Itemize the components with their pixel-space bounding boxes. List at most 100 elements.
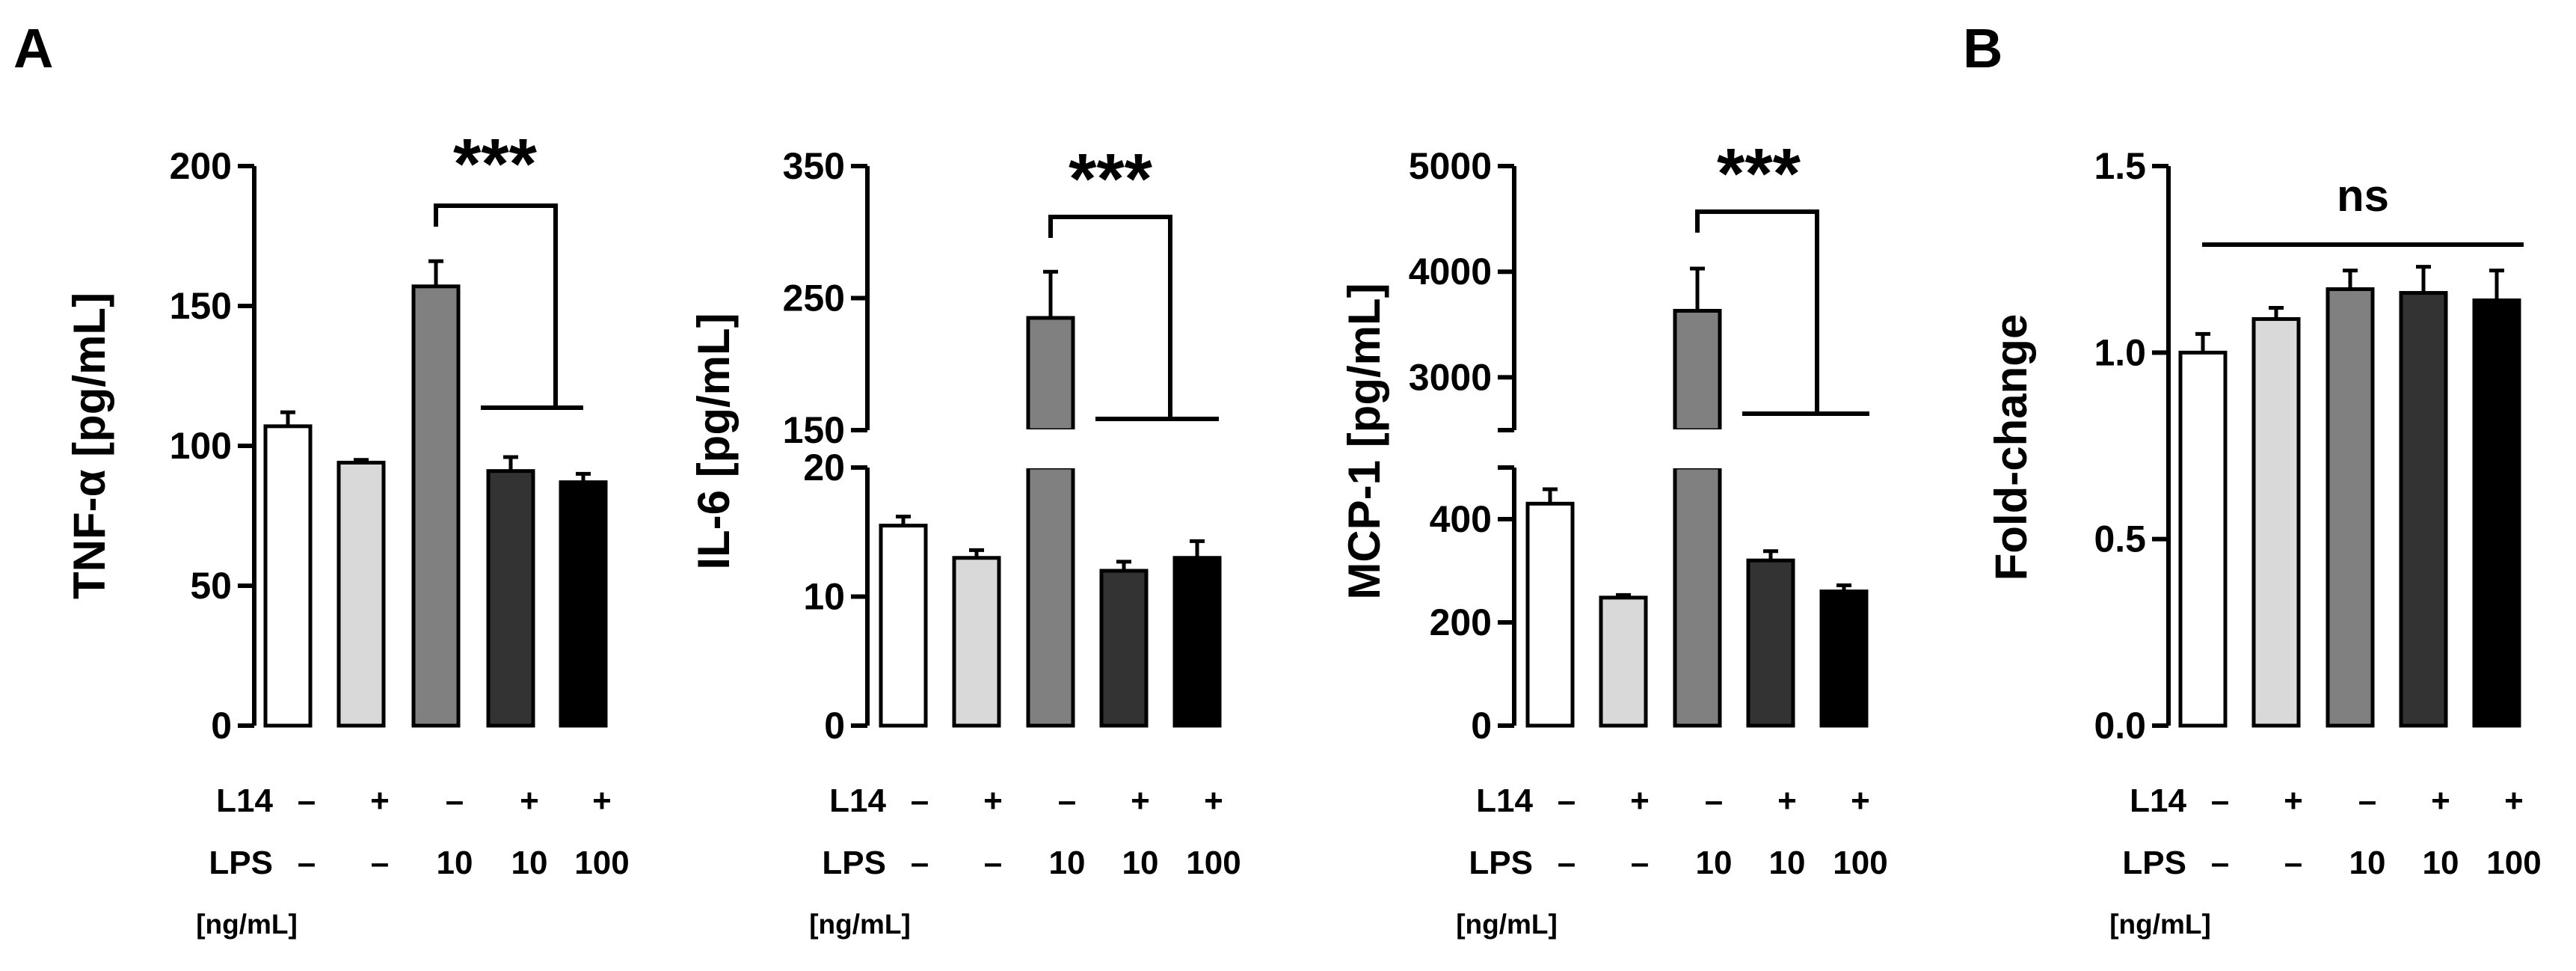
significance-bracket — [434, 203, 583, 410]
l14-value-2: + — [983, 782, 1003, 819]
y-tick-200-label: 200 — [1430, 601, 1492, 643]
bar-5 — [1172, 556, 1222, 728]
lps-value-1: – — [1558, 845, 1576, 881]
bar-1 — [2178, 350, 2228, 728]
bar-3-upper — [1673, 308, 1722, 432]
l14-value-2: + — [370, 782, 390, 819]
error-bar-5 — [2489, 269, 2504, 301]
lps-value-3: 10 — [2349, 845, 2386, 881]
y-tick-0-label: 0 — [1471, 705, 1492, 747]
bar-4 — [2399, 291, 2448, 728]
lps-value-1: – — [298, 845, 316, 881]
bar-2 — [952, 556, 1001, 728]
lps-value-4: 10 — [1122, 845, 1159, 881]
lps-row-label: LPS — [209, 845, 273, 881]
y-tick-5000-label: 5000 — [1409, 145, 1492, 187]
l14-value-4: + — [1777, 782, 1797, 819]
bar-1 — [263, 424, 313, 728]
l14-value-2: + — [2284, 782, 2303, 819]
l14-value-3: – — [1058, 782, 1076, 819]
y-tick-1.5-label: 1.5 — [2094, 145, 2146, 187]
lps-unit-label: [ng/mL] — [196, 909, 298, 940]
error-bar-5 — [1190, 539, 1205, 558]
y-tick-400-label: 400 — [1430, 498, 1492, 540]
lps-value-4: 10 — [511, 845, 548, 881]
lps-value-5: 100 — [1833, 845, 1887, 881]
lps-value-5: 100 — [574, 845, 629, 881]
y-tick-0-label: 0 — [824, 705, 845, 747]
y-tick-50-label: 50 — [190, 565, 232, 607]
lps-value-2: – — [984, 845, 1002, 881]
error-bar-3 — [1690, 266, 1705, 311]
lps-value-4: 10 — [2423, 845, 2459, 881]
lps-value-2: – — [1631, 845, 1649, 881]
y-tick-20-label: 20 — [803, 447, 845, 488]
lps-value-2: – — [2284, 845, 2302, 881]
bar-3-break-gap — [1672, 429, 1723, 468]
y-tick-0.0-label: 0.0 — [2094, 705, 2146, 747]
y-tick-250-label: 250 — [783, 278, 845, 319]
y-tick-100-label: 100 — [170, 425, 232, 467]
bar-5 — [1819, 589, 1869, 728]
y-tick-10-label: 10 — [803, 576, 845, 618]
lps-row-label: LPS — [822, 845, 886, 881]
chart-fold-change: 0.00.51.01.5Fold-changeL14LPS[ng/mL]––+–… — [1986, 145, 2542, 940]
significance-bracket — [1695, 209, 1869, 416]
y-axis-title: IL-6 [pg/mL] — [689, 313, 739, 569]
y-tick-350-label: 350 — [783, 145, 845, 187]
l14-value-3: – — [446, 782, 464, 819]
lps-row-label: LPS — [2122, 845, 2186, 881]
l14-row-label: L14 — [216, 782, 273, 819]
y-tick-3000-label: 3000 — [1409, 356, 1492, 398]
error-bar-3 — [1043, 269, 1058, 318]
lps-row-label: LPS — [1469, 845, 1533, 881]
bar-3 — [2326, 287, 2375, 728]
lps-value-2: – — [371, 845, 389, 881]
error-bar-1 — [1543, 487, 1558, 504]
l14-value-2: + — [1630, 782, 1650, 819]
lps-value-1: – — [2211, 845, 2229, 881]
lps-value-5: 100 — [2486, 845, 2541, 881]
l14-value-1: – — [1558, 782, 1576, 819]
significance-label: ns — [2337, 171, 2389, 221]
bar-3 — [411, 284, 461, 728]
lps-value-3: 10 — [1696, 845, 1733, 881]
chart-mcp-1: 0 200 400 3000 4000 5000 MCP-1 [pg/mL] L14 LPS [n… — [1339, 134, 1888, 940]
error-bar-3 — [428, 259, 443, 287]
y-tick-150-label: 150 — [783, 409, 845, 451]
significance-label: *** — [1069, 139, 1153, 219]
l14-row-label: L14 — [2130, 782, 2186, 819]
significance-bracket — [1048, 215, 1219, 421]
l14-value-4: + — [2431, 782, 2450, 819]
lps-unit-label: [ng/mL] — [809, 909, 911, 940]
l14-value-5: + — [2504, 782, 2524, 819]
panel-label-a: A — [13, 17, 53, 79]
error-bar-4 — [503, 455, 518, 471]
y-tick-1.0-label: 1.0 — [2094, 331, 2146, 373]
l14-value-1: – — [2211, 782, 2229, 819]
bar-5 — [559, 480, 608, 728]
error-bar-1 — [2195, 331, 2210, 353]
l14-value-3: – — [1705, 782, 1723, 819]
bar-1 — [1525, 501, 1575, 728]
lps-value-4: 10 — [1769, 845, 1806, 881]
bar-4 — [1746, 558, 1795, 728]
y-tick-4000-label: 4000 — [1409, 251, 1492, 292]
l14-row-label: L14 — [1476, 782, 1533, 819]
l14-value-4: + — [1131, 782, 1150, 819]
bar-2 — [2251, 316, 2301, 728]
significance-label: *** — [453, 124, 538, 204]
y-tick-0-label: 0 — [211, 705, 232, 747]
l14-value-5: + — [1204, 782, 1223, 819]
lps-value-3: 10 — [1049, 845, 1086, 881]
error-bar-1 — [280, 410, 295, 426]
l14-value-4: + — [520, 782, 539, 819]
l14-value-1: – — [911, 782, 929, 819]
l14-row-label: L14 — [829, 782, 886, 819]
bar-2 — [336, 460, 386, 728]
y-tick-150-label: 150 — [170, 285, 232, 327]
y-axis-title: TNF-α [pg/mL] — [64, 292, 114, 599]
